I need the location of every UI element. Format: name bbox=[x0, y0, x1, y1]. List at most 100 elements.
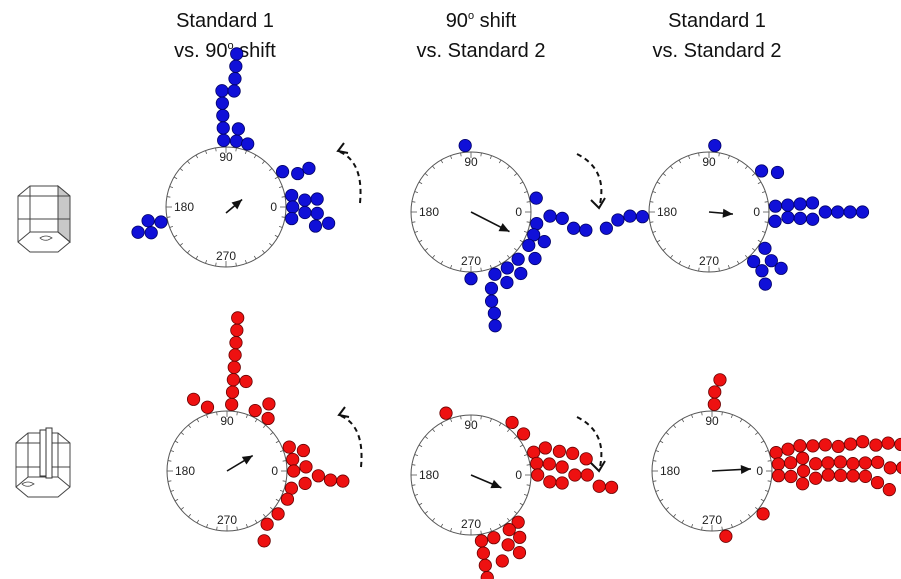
data-point bbox=[754, 164, 769, 178]
data-point bbox=[484, 294, 499, 308]
dial-tick bbox=[701, 411, 703, 416]
dial-label-180: 180 bbox=[419, 205, 439, 219]
dial-tick bbox=[701, 526, 703, 531]
rotation-arrowhead bbox=[337, 406, 350, 418]
dial-tick bbox=[196, 519, 200, 524]
dial-tick bbox=[414, 191, 419, 194]
dial-tick bbox=[514, 173, 518, 176]
dial-tick bbox=[755, 432, 759, 435]
dial-tick bbox=[767, 480, 772, 482]
dial-tick bbox=[236, 411, 238, 416]
dial-tick bbox=[748, 514, 751, 518]
dial-tick bbox=[761, 230, 766, 233]
dial-tick bbox=[681, 519, 685, 524]
dial-tick bbox=[498, 159, 502, 164]
data-point bbox=[568, 468, 582, 482]
data-point bbox=[308, 219, 323, 233]
dial-tick bbox=[418, 502, 423, 506]
data-point bbox=[555, 211, 569, 225]
dial-tick bbox=[698, 267, 700, 272]
dial-tick bbox=[526, 201, 531, 203]
dial-tick bbox=[195, 154, 199, 159]
data-point bbox=[144, 226, 158, 240]
data-point bbox=[458, 138, 472, 153]
data-point bbox=[806, 439, 820, 453]
data-point bbox=[774, 261, 788, 275]
dial-tick bbox=[727, 155, 730, 160]
dial-tick bbox=[169, 225, 174, 228]
data-point bbox=[527, 445, 541, 459]
data-point bbox=[781, 210, 795, 225]
data-point bbox=[262, 397, 276, 411]
dial-tick bbox=[649, 201, 654, 203]
dial-tick bbox=[480, 415, 482, 420]
dial-tick bbox=[274, 234, 279, 238]
dial-tick bbox=[757, 181, 762, 185]
dial-tick bbox=[278, 225, 283, 228]
dial-tick bbox=[662, 248, 666, 251]
dial-tick bbox=[244, 150, 247, 155]
dial-tick bbox=[270, 432, 274, 435]
data-point bbox=[869, 438, 883, 452]
rotation-arrowhead bbox=[590, 197, 606, 210]
dial-tick bbox=[174, 498, 179, 502]
circular-plot-blue-1: 90 180 0 270 bbox=[131, 47, 362, 268]
data-point bbox=[512, 545, 527, 560]
dial-tick bbox=[752, 248, 756, 251]
data-point bbox=[567, 221, 581, 235]
dial-tick bbox=[460, 267, 462, 272]
data-point bbox=[566, 446, 580, 460]
circular-plot-red-1: 90 180 0 270 bbox=[166, 311, 363, 548]
data-point bbox=[260, 517, 274, 531]
dial-tick bbox=[275, 498, 280, 502]
dial-tick bbox=[655, 489, 660, 492]
data-point bbox=[537, 235, 551, 249]
header-3-line1: Standard 1 bbox=[668, 10, 766, 32]
dial-tick bbox=[418, 239, 423, 243]
dial-tick bbox=[282, 480, 287, 482]
dial-tick bbox=[414, 230, 419, 233]
dial-tick bbox=[440, 523, 444, 528]
mean-vector-arrowhead bbox=[231, 199, 243, 210]
data-point bbox=[228, 348, 242, 362]
data-point bbox=[855, 205, 870, 219]
dial-label-90: 90 bbox=[702, 155, 716, 169]
data-point bbox=[883, 461, 897, 475]
dial-tick bbox=[180, 432, 184, 435]
dial-tick bbox=[656, 239, 661, 243]
dial-tick bbox=[275, 440, 280, 444]
data-point bbox=[793, 211, 807, 225]
data-point bbox=[298, 205, 312, 220]
dial-tick bbox=[748, 424, 751, 428]
data-point bbox=[484, 281, 499, 296]
dial-label-270: 270 bbox=[699, 254, 719, 268]
data-point bbox=[200, 400, 215, 414]
data-point bbox=[225, 385, 240, 399]
data-point bbox=[141, 214, 155, 228]
data-point bbox=[227, 360, 241, 374]
dial-tick bbox=[418, 181, 423, 185]
data-point bbox=[186, 392, 201, 406]
dial-tick bbox=[678, 159, 682, 164]
data-point bbox=[488, 267, 502, 281]
dial-label-270: 270 bbox=[461, 254, 481, 268]
data-point bbox=[248, 403, 262, 418]
dial-tick bbox=[739, 519, 743, 524]
dial-tick bbox=[169, 186, 174, 189]
dial-tick bbox=[432, 428, 435, 432]
dial-tick bbox=[752, 173, 756, 176]
dial-tick bbox=[526, 484, 531, 486]
dial-tick bbox=[767, 460, 772, 462]
data-point bbox=[302, 161, 316, 175]
dial-tick bbox=[656, 181, 661, 185]
data-point bbox=[476, 546, 490, 560]
data-point bbox=[769, 446, 783, 460]
data-point bbox=[257, 534, 271, 548]
data-point bbox=[635, 210, 650, 224]
data-point bbox=[871, 455, 885, 469]
dial-tick bbox=[188, 424, 191, 428]
data-point bbox=[821, 456, 835, 470]
dial-tick bbox=[736, 260, 740, 265]
dial-tick bbox=[460, 415, 462, 420]
